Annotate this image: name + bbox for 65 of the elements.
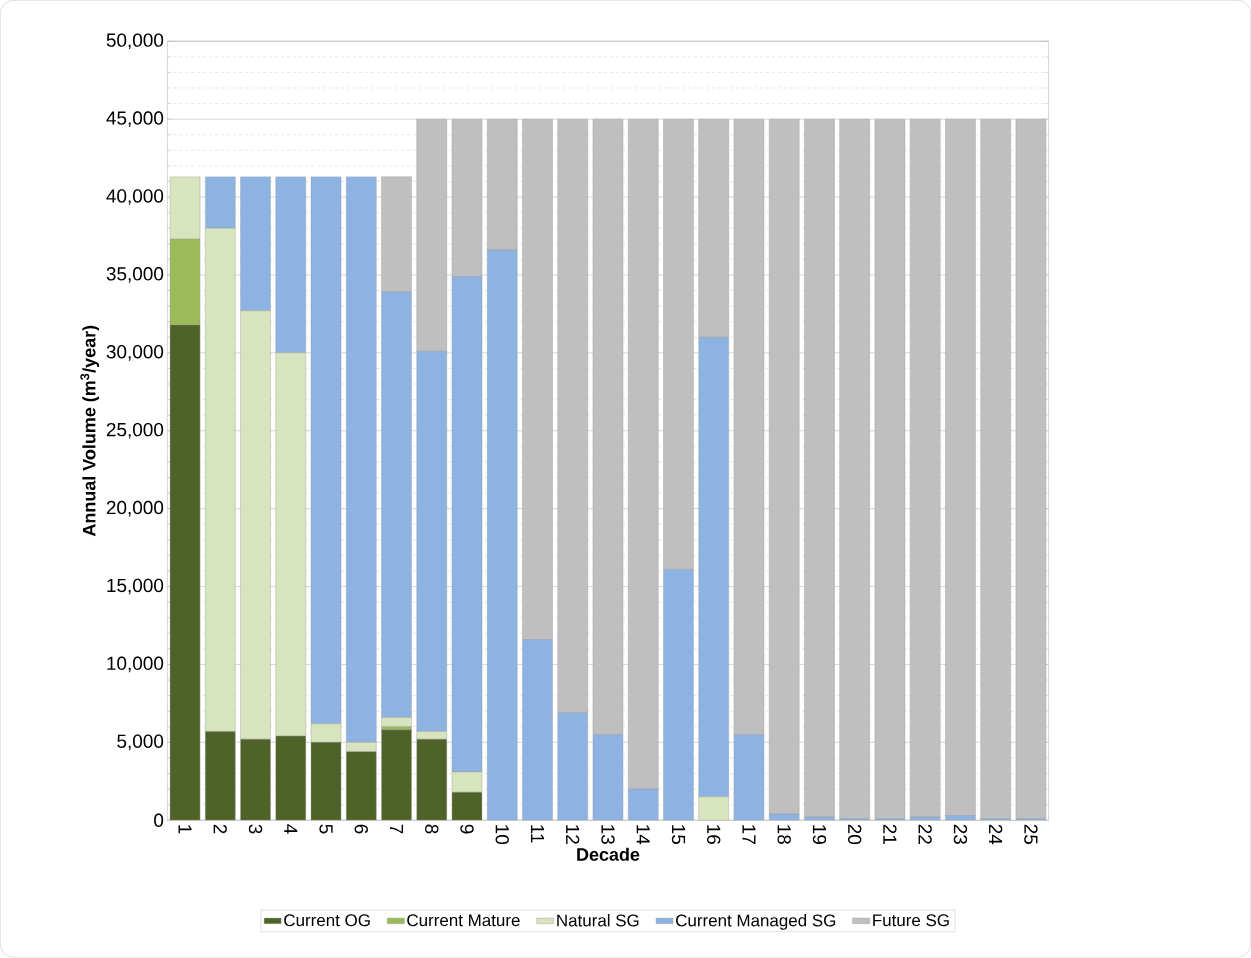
bar [522, 639, 553, 821]
y-tick-label: 35,000 [106, 267, 164, 283]
x-tick-label: 9 [460, 824, 474, 834]
bar [275, 352, 306, 737]
bar [451, 276, 483, 773]
x-tick-label: 24 [989, 824, 1003, 845]
x-tick-label: 22 [918, 824, 932, 845]
legend-label: Current OG [284, 914, 370, 927]
y-tick-label: 30,000 [106, 345, 164, 361]
bar [698, 796, 729, 821]
legend-label: Current Managed SG [676, 914, 836, 931]
bar [240, 310, 271, 740]
bar [205, 176, 236, 229]
y-tick-label: 15,000 [107, 578, 164, 595]
y-tick-label: 25,000 [106, 423, 164, 439]
x-tick-label: 14 [636, 825, 650, 845]
y-tick-label: 50,000 [106, 33, 164, 50]
legend-label: Natural SG [557, 914, 639, 927]
y-tick-label: 20,000 [106, 501, 164, 517]
x-axis-title: Decade [577, 847, 640, 862]
bar [416, 351, 447, 732]
legend-label: Future SG [873, 914, 949, 927]
y-axis-title: Annual Volume (m$^{3}$/year) [80, 325, 100, 537]
bar [310, 723, 342, 743]
bar [240, 176, 271, 312]
x-tick-label: 17 [742, 825, 756, 845]
y-tick-label: 45,000 [106, 111, 164, 128]
x-tick-label: 5 [319, 824, 333, 834]
x-tick-label: 2 [213, 824, 227, 834]
bar [663, 569, 694, 821]
x-tick-label: 20 [847, 824, 862, 845]
x-tick-label: 23 [953, 824, 968, 845]
x-tick-label: 10 [495, 825, 509, 845]
bar [381, 292, 412, 718]
x-tick-label: 16 [707, 825, 721, 845]
x-tick-label: 12 [566, 825, 580, 845]
x-tick-label: 19 [812, 825, 827, 845]
x-tick-label: 21 [883, 824, 897, 845]
x-tick-label: 18 [777, 825, 791, 845]
y-tick-label: 5,000 [117, 734, 164, 751]
x-tick-label: 25 [1024, 824, 1038, 845]
x-tick-label: 13 [601, 825, 615, 845]
legend-label: Current Mature [407, 914, 520, 927]
bar [698, 337, 729, 798]
x-tick-label: 11 [530, 825, 545, 843]
x-tick-label: 6 [354, 824, 368, 834]
bar [592, 734, 624, 821]
bar [628, 789, 659, 821]
bar [733, 734, 765, 821]
bar [487, 250, 518, 821]
bar [205, 228, 236, 732]
y-tick-label: 40,000 [106, 189, 164, 206]
bar [275, 176, 306, 354]
bar [310, 176, 342, 725]
x-tick-label: 1 [178, 825, 192, 834]
y-tick-label: 0 [154, 813, 164, 828]
x-tick-label: 3 [248, 824, 263, 834]
x-tick-label: 15 [671, 825, 686, 845]
bar [557, 712, 588, 821]
bar [169, 176, 201, 240]
x-tick-label: 4 [284, 824, 298, 834]
x-tick-label: 8 [425, 824, 439, 834]
bar [346, 176, 377, 743]
x-tick-label: 7 [389, 824, 404, 834]
y-tick-label: 10,000 [107, 656, 164, 673]
